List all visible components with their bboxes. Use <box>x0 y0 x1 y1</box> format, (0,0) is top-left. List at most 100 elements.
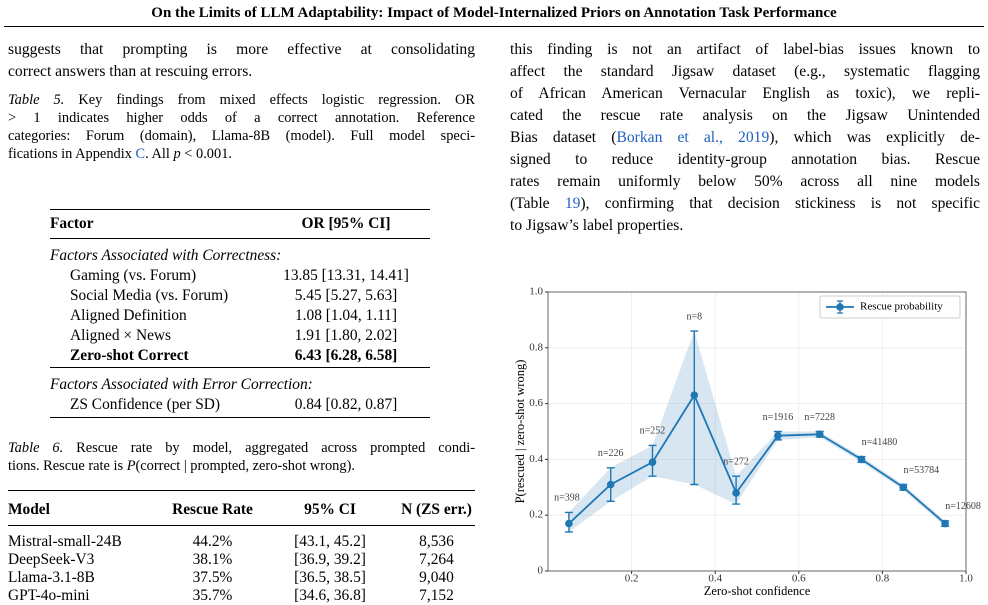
table-header: Factor OR [95% CI] <box>50 209 430 239</box>
point <box>815 430 824 439</box>
table-cell: 0.84 [0.82, 0.87] <box>294 396 398 413</box>
link[interactable]: 19 <box>564 195 581 212</box>
text-run: Table 6. <box>8 440 64 456</box>
text-run: affect the standard Jigsaw dataset (e.g.… <box>510 63 980 80</box>
y-tick-label: 0.6 <box>529 397 543 409</box>
text-run: suggests that prompting is more effectiv… <box>8 41 475 58</box>
link[interactable]: C <box>135 146 146 162</box>
text-line: (Table 19), confirming that decision sti… <box>510 193 980 215</box>
y-tick-label: 0.2 <box>529 509 543 521</box>
annotation: n=53784 <box>903 465 939 476</box>
running-title: On the Limits of LLM Adaptability: Impac… <box>151 5 837 21</box>
table: Factor OR [95% CI] Factors Associated with… <box>50 209 430 418</box>
paragraph: this finding is not an artifact of label… <box>510 39 980 237</box>
table-row: GPT-4o-mini 35.7% [34.6, 36.8] 7,152 <box>8 587 475 605</box>
legend-swatch <box>836 303 844 311</box>
table-row: Gaming (vs. Forum) 13.85 [13.31, 14.41] <box>50 266 430 286</box>
table-row: Zero-shot Correct 6.43 [6.28, 6.58] <box>50 346 430 366</box>
table-cell: 38.1% <box>192 551 233 568</box>
text-run: cated the rescue rate analysis on the Ji… <box>510 107 980 124</box>
header-rule <box>4 26 984 27</box>
text-line: fications in Appendix C. All p < 0.001. <box>8 145 475 163</box>
table-cell: 9,040 <box>419 569 454 586</box>
table-section: Factors Associated with Correctness: Gami… <box>50 239 430 368</box>
table-row: Aligned Definition 1.08 [1.04, 1.11] <box>50 306 430 326</box>
table-row: Mistral-small-24B 44.2% [43.1, 45.2] 8,536 <box>8 533 475 551</box>
text-line: Bias dataset (Borkan et al., 2019), whic… <box>510 127 980 149</box>
text-run: Key findings from mixed effects logistic… <box>64 92 475 108</box>
text-run: ), confirming that decision stickiness i… <box>580 195 980 212</box>
table-cell: 7,264 <box>419 551 454 568</box>
y-tick-label: 0 <box>538 565 544 577</box>
text-line: > 1 indicates higher odds of a correct a… <box>8 109 475 127</box>
point <box>899 483 908 492</box>
point <box>606 480 615 489</box>
table-row: Aligned × News 1.91 [1.80, 2.02] <box>50 326 430 346</box>
table-cell: 5.45 [5.27, 5.63] <box>294 287 398 304</box>
annotation: n=226 <box>598 448 624 459</box>
table-cell: 44.2% <box>192 533 233 550</box>
text-line: to Jigsaw’s label properties. <box>510 215 980 237</box>
text-run: of African American Vernacular English a… <box>510 85 980 102</box>
x-tick-label: 0.4 <box>708 573 722 585</box>
annotation: n=12608 <box>945 501 981 512</box>
text-run: > 1 indicates higher odds of a correct a… <box>8 110 475 126</box>
annotation: n=41480 <box>862 437 898 448</box>
table-cell: 13.85 [13.31, 14.41] <box>283 267 409 284</box>
text-run: p <box>173 146 181 162</box>
x-axis-label: Zero-shot confidence <box>704 584 811 598</box>
error-bar <box>690 330 699 486</box>
text-line: suggests that prompting is more effectiv… <box>8 39 475 61</box>
annotation: n=7228 <box>804 412 835 423</box>
link[interactable]: Borkan et al., 2019 <box>616 129 770 146</box>
text-run: < 0.001. <box>180 146 232 162</box>
text-run: correct answers than at rescuing errors. <box>8 63 253 80</box>
annotation: n=8 <box>686 311 702 322</box>
y-tick-label: 0.8 <box>529 341 543 353</box>
header-cell: Factor <box>50 215 94 232</box>
text-run: (Table <box>510 195 565 212</box>
table-cell: Llama-3.1-8B <box>8 569 95 586</box>
x-tick-label: 1.0 <box>959 573 973 585</box>
x-tick-label: 0.8 <box>876 573 890 585</box>
point <box>565 519 573 528</box>
text-run: tions. Rescue rate is <box>8 458 127 474</box>
table-cell: N (ZS err.) <box>401 501 472 518</box>
ci-band <box>568 331 946 532</box>
text-run: fications in Appendix <box>8 146 136 162</box>
text-line: of African American Vernacular English a… <box>510 83 980 105</box>
text-line: cated the rescue rate analysis on the Ji… <box>510 105 980 127</box>
table-row: Llama-3.1-8B 37.5% [36.5, 38.5] 9,040 <box>8 569 475 587</box>
table-cell: 8,536 <box>419 533 454 550</box>
y-axis-label: P(rescued | zero-shot wrong) <box>513 360 527 504</box>
text-run: Bias dataset ( <box>510 129 617 146</box>
text-line: signed to reduce identity-group annotati… <box>510 149 980 171</box>
table-cell: 37.5% <box>192 569 233 586</box>
table-caption: Table 6. Rescue rate by model, aggregate… <box>8 439 475 475</box>
line <box>568 393 946 525</box>
text-run: signed to reduce identity-group annotati… <box>510 151 980 168</box>
table-cell: Rescue Rate <box>172 501 253 518</box>
text-run: categories: Forum (domain), Llama-8B (mo… <box>8 128 475 144</box>
annotation: n=272 <box>723 456 749 467</box>
legend-label: Rescue probability <box>860 301 943 313</box>
table-cell: Model <box>8 501 50 518</box>
text-line: Table 6. Rescue rate by model, aggregate… <box>8 439 475 457</box>
table-cell: Aligned Definition <box>70 307 187 324</box>
table-cell: ZS Confidence (per SD) <box>70 396 221 413</box>
table-cell: Mistral-small-24B <box>8 533 122 550</box>
table: Model Rescue Rate 95% CI N (ZS err.) Mistral… <box>8 490 475 605</box>
paragraph: suggests that prompting is more effectiv… <box>8 39 475 83</box>
table-cell: 1.08 [1.04, 1.11] <box>294 307 398 324</box>
x-tick-label: 0.6 <box>792 573 806 585</box>
table-cell: Gaming (vs. Forum) <box>70 267 197 284</box>
table-cell: Aligned × News <box>70 327 172 344</box>
table-cell: Zero-shot Correct <box>70 347 189 364</box>
text-line: affect the standard Jigsaw dataset (e.g.… <box>510 61 980 83</box>
table-cell: [36.9, 39.2] <box>294 551 366 568</box>
point <box>857 455 866 464</box>
annotation: n=252 <box>640 426 666 437</box>
table-cell: 35.7% <box>192 587 233 604</box>
